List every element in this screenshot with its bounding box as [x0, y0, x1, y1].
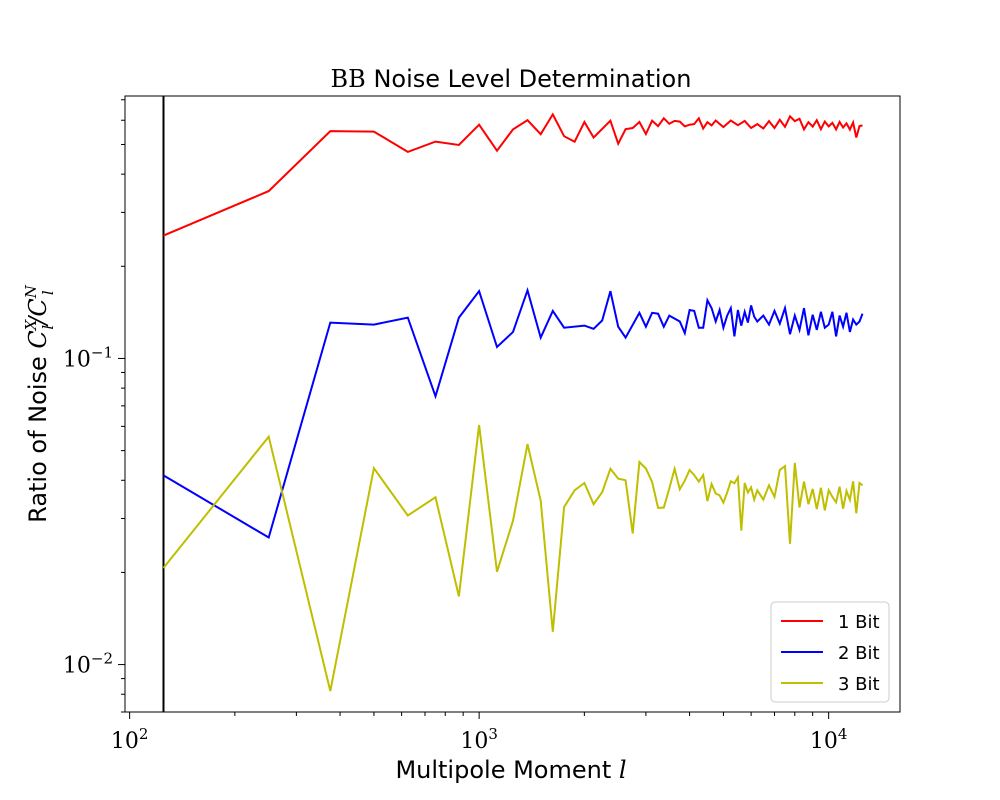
- chart-title: BB Noise Level Determination: [331, 65, 692, 93]
- legend-label-3-bit: 3 Bit: [838, 674, 880, 695]
- plot-area-frame: [124, 95, 901, 713]
- y-major-ticks: [118, 357, 125, 666]
- x-major-ticks: [129, 712, 830, 719]
- legend-box: [770, 601, 890, 703]
- x-minor-ticks: [234, 712, 814, 716]
- series-line-3-bit: [162, 424, 864, 692]
- legend-label-1-bit: 1 Bit: [838, 612, 880, 633]
- y-tick-label: 10−1: [63, 343, 113, 372]
- chart-title-rest: Noise Level Determination: [366, 65, 692, 93]
- x-tick-label: 102: [111, 725, 149, 754]
- y-tick-label: 10−2: [63, 650, 113, 679]
- x-axis-label: Multipole Moment l: [395, 756, 626, 784]
- y-axis-label: Ratio of Noise CXl/CNl: [22, 284, 57, 523]
- chart-title-prefix: BB: [331, 65, 366, 93]
- legend: 1 Bit 2 Bit 3 Bit: [770, 601, 890, 703]
- series-line-2-bit: [162, 286, 864, 540]
- series-line-1-bit: [163, 112, 863, 237]
- x-tick-label: 104: [810, 725, 848, 754]
- legend-label-2-bit: 2 Bit: [838, 643, 880, 664]
- x-tick-label: 103: [460, 725, 498, 754]
- y-minor-ticks: [121, 99, 125, 713]
